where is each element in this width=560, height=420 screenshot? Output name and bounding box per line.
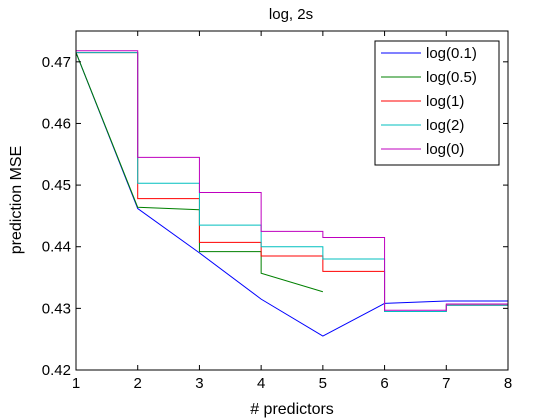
series-line-1	[75, 52, 508, 337]
x-tick-label: 2	[134, 375, 142, 392]
y-tick-label: 0.45	[42, 177, 71, 194]
x-tick-label: 8	[504, 375, 512, 392]
x-tick-label: 3	[195, 375, 203, 392]
legend-label: log(0.5)	[426, 69, 477, 86]
x-tick-label: 4	[257, 375, 265, 392]
x-axis: 1 2 3 4 5 6 7 8	[72, 31, 512, 392]
x-axis-label: # predictors	[250, 401, 334, 418]
x-tick-label: 5	[319, 375, 327, 392]
legend: log(0.1) log(0.5) log(1) log(2) log(0)	[374, 40, 500, 166]
series-line-4	[76, 52, 508, 312]
legend-box	[374, 40, 500, 166]
series-line-2	[75, 52, 324, 293]
x-tick-label: 6	[380, 375, 388, 392]
legend-label: log(1)	[426, 93, 464, 110]
legend-label: log(0)	[426, 141, 464, 158]
y-axis: 0.42 0.43 0.44 0.45 0.46 0.47	[42, 54, 508, 379]
legend-label: log(2)	[426, 117, 464, 134]
y-tick-label: 0.44	[42, 239, 71, 256]
legend-label: log(0.1)	[426, 45, 477, 62]
y-tick-label: 0.43	[42, 300, 71, 317]
y-tick-label: 0.46	[42, 115, 71, 132]
series-layer	[75, 50, 508, 337]
y-axis-label: prediction MSE	[8, 146, 25, 255]
chart-title: log, 2s	[269, 6, 313, 23]
series-line-5	[76, 50, 508, 311]
y-tick-label: 0.42	[42, 362, 71, 379]
x-tick-label: 7	[442, 375, 450, 392]
plot-frame	[75, 30, 509, 371]
x-tick-label: 1	[72, 375, 80, 392]
y-tick-label: 0.47	[42, 54, 71, 71]
